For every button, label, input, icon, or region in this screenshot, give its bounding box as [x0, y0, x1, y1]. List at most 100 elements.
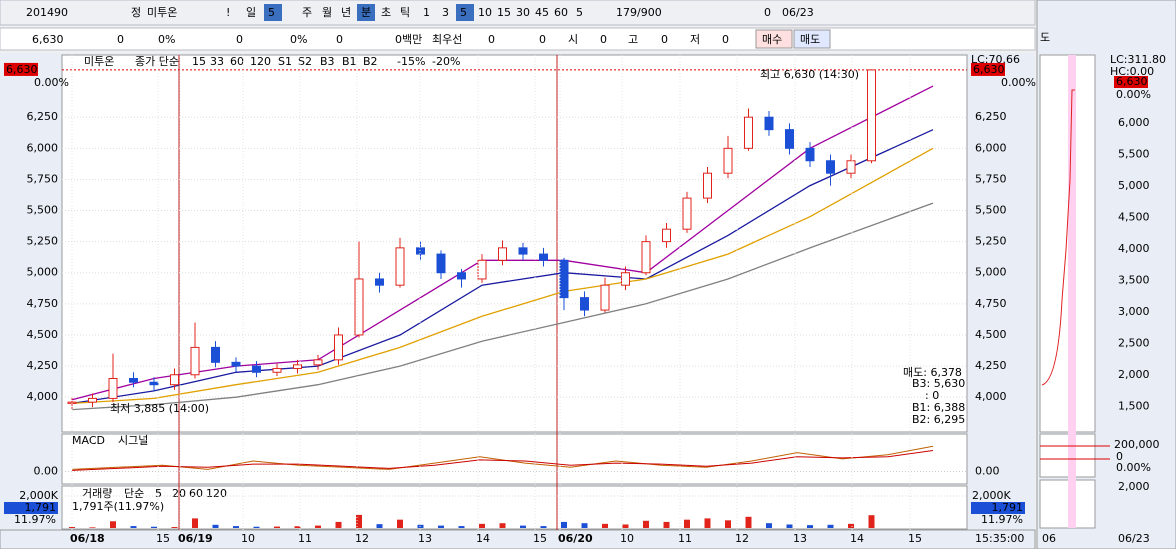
quote-item: 0% — [290, 33, 307, 46]
legend-item: 미투온 — [84, 55, 114, 68]
macd-tick: 0.00 — [975, 465, 1000, 478]
toolbar-item: 0 — [764, 6, 771, 19]
candle-body — [580, 297, 589, 311]
toolbar-item: 1 — [423, 6, 430, 19]
toolbar-item: 틱 — [400, 6, 410, 19]
side-vol2: 2,000 — [1118, 480, 1150, 493]
y-tick-label: 4,250 — [975, 359, 1007, 372]
time-label: 06/19 — [178, 532, 213, 545]
legend-item: 33 — [210, 55, 224, 68]
quote-item: 시 — [568, 33, 578, 46]
volume-bar — [684, 519, 690, 528]
candle-body — [641, 241, 651, 274]
annotation: 최고 6,630 (14:30) — [760, 68, 859, 81]
volume-bar — [704, 518, 711, 528]
volume-bar — [212, 524, 219, 528]
candle-body — [621, 272, 630, 286]
toolbar-item: 년 — [341, 6, 351, 19]
toolbar-item: 15 — [497, 6, 511, 19]
y-tick-label: 6,250 — [27, 110, 59, 123]
toolbar-item: 정 — [131, 6, 141, 19]
toolbar-item: 미투온 — [147, 6, 177, 19]
time-axis — [0, 529, 1036, 549]
quote-item: 저 — [690, 33, 700, 46]
side-vol-zero: 0 — [1116, 450, 1123, 463]
toolbar-item: 5 — [460, 6, 467, 19]
y-tick-label: 5,750 — [975, 172, 1007, 185]
side-tick: 4,000 — [1118, 242, 1150, 255]
candle-body — [477, 259, 487, 280]
macd-panel — [61, 433, 968, 485]
candle-body — [313, 359, 323, 366]
toolbar — [0, 0, 1036, 26]
lc-label: LC:70.66 — [971, 53, 1020, 66]
quote-item: 0 — [539, 33, 546, 46]
time-label: 15 — [908, 532, 922, 545]
toolbar-item: 60 — [554, 6, 568, 19]
volume-bar — [130, 526, 137, 528]
time-label: 13 — [418, 532, 432, 545]
annotation: B3: 5,630 — [912, 377, 965, 390]
volume-period: 20 — [172, 487, 186, 500]
volume-bar — [233, 526, 239, 528]
legend-item: S1 — [278, 55, 292, 68]
candle-body — [867, 69, 876, 162]
time-label: 14 — [476, 532, 490, 545]
volume-bar — [622, 524, 629, 528]
candle-body — [539, 253, 548, 261]
toolbar-item: 5 — [576, 6, 583, 19]
legend-item: -15% — [397, 55, 425, 68]
legend-item: 120 — [250, 55, 271, 68]
side-tick: 2,000 — [1118, 368, 1150, 381]
y-tick-label: 4,500 — [975, 328, 1007, 341]
volume-bar — [397, 519, 403, 528]
pct-label: 0.00% — [34, 76, 69, 89]
side-vol-top: 200,000 — [1114, 438, 1160, 451]
side-tick: 3,000 — [1118, 305, 1150, 318]
quote-item: 0 — [236, 33, 243, 46]
candle-body — [436, 253, 446, 274]
quote-item: 0% — [158, 33, 175, 46]
candle-body — [600, 284, 610, 311]
toolbar-highlight — [264, 4, 282, 21]
toolbar-item: 45 — [535, 6, 549, 19]
quote-item: 매수 — [762, 33, 782, 46]
quote-item: 0 — [722, 33, 729, 46]
side-time: 06 — [1042, 532, 1056, 545]
volume-current-box — [971, 502, 1025, 514]
legend-item: S2 — [298, 55, 312, 68]
toolbar-item: 주 — [302, 6, 312, 19]
quote-item: 0 — [600, 33, 607, 46]
side-vol2 — [1039, 479, 1096, 529]
candle-body — [826, 160, 835, 174]
time-label: 10 — [241, 532, 255, 545]
volume-bar — [89, 527, 96, 528]
side-hc: HC:0.00 — [1110, 65, 1154, 78]
candle-body — [703, 172, 712, 199]
quote-item: 최우선 — [432, 33, 462, 46]
side-vol — [1039, 433, 1096, 478]
volume-tick: 2,000K — [972, 489, 1011, 502]
y-tick-label: 5,500 — [975, 204, 1007, 217]
y-tick-label: 5,750 — [27, 172, 59, 185]
y-tick-label: 4,500 — [27, 328, 59, 341]
candle-body — [231, 361, 241, 367]
order-button — [755, 29, 793, 49]
annotation: 최저 3,885 (14:00) — [110, 402, 209, 415]
order-button — [793, 29, 831, 49]
toolbar-item: 201490 — [26, 6, 68, 19]
y-tick-label: 5,500 — [27, 204, 59, 217]
quote-bar — [0, 27, 1036, 51]
candle-body — [805, 147, 815, 162]
ma-line — [71, 147, 934, 405]
y-tick-label: 5,000 — [975, 266, 1007, 279]
time-label: 14 — [850, 532, 864, 545]
annotation: 매도: 6,378 — [903, 366, 962, 379]
volume-bar — [540, 526, 547, 528]
side-vol-pct: 0.00% — [1116, 461, 1151, 474]
volume-bar — [315, 525, 321, 528]
current-price-box — [971, 62, 1005, 76]
volume-bar — [581, 523, 588, 528]
